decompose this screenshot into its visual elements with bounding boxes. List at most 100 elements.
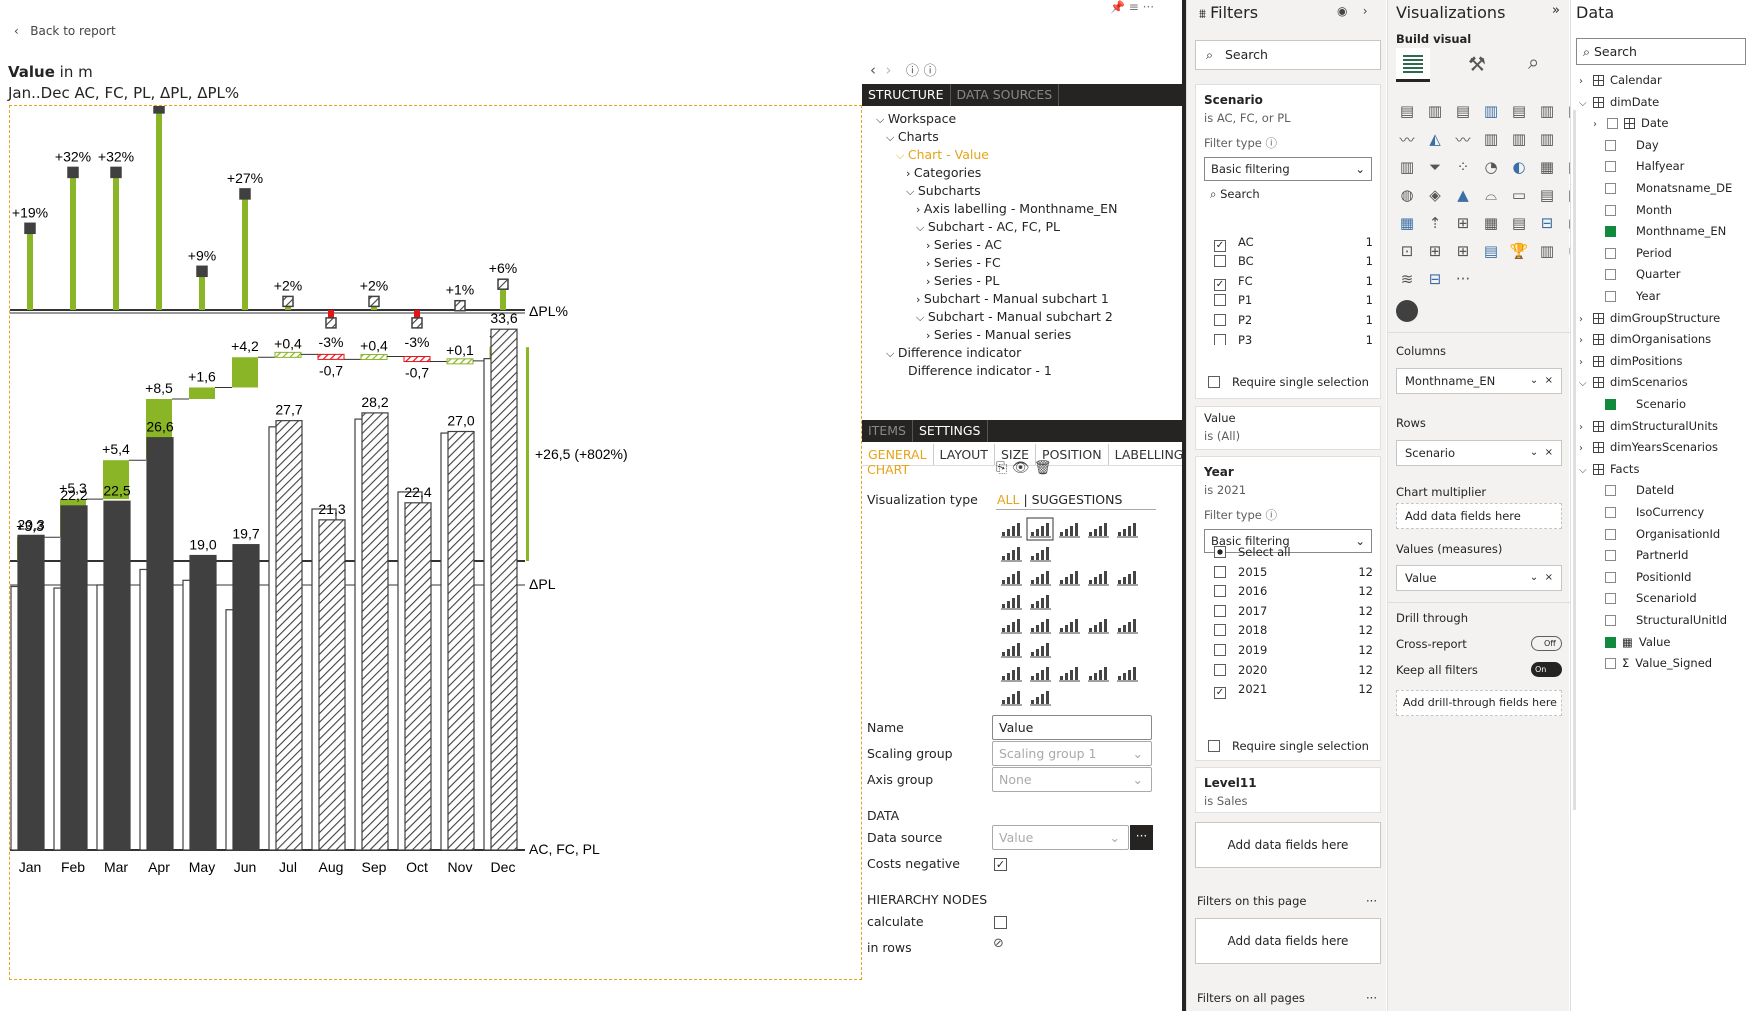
visual-type-icon[interactable]: ⊞ <box>1456 214 1470 232</box>
forward-arrow-icon[interactable]: › <box>885 61 892 79</box>
field-item[interactable]: DateId <box>1605 483 1674 497</box>
visual-type-icon[interactable]: ◍ <box>1400 186 1414 204</box>
chevron-right-icon[interactable]: › <box>926 275 934 288</box>
drill-through-well[interactable]: Add drill-through fields here <box>1396 690 1562 716</box>
chart-canvas[interactable]: +19%+32%+32%+47%+9%+27%+2%-3%+2%-3%+1%+6… <box>9 105 862 980</box>
back-arrow-icon[interactable]: ‹ <box>870 61 876 79</box>
checkbox[interactable] <box>1214 314 1226 326</box>
viz-type-gallery[interactable] <box>996 514 1156 714</box>
eye-slash-icon[interactable]: ⊘ <box>993 936 1004 951</box>
chevron-right-icon[interactable]: › <box>926 239 934 252</box>
filter-option[interactable]: 2017 12 <box>1214 604 1379 618</box>
visual-type-icon[interactable]: ◭ <box>1429 130 1441 148</box>
filter-option[interactable]: BC 1 <box>1214 254 1379 268</box>
chevron-right-icon[interactable]: › <box>1579 421 1583 433</box>
visual-type-icon[interactable]: ▲ <box>1457 186 1469 204</box>
checkbox[interactable]: ✓ <box>1214 239 1226 252</box>
visual-type-icon[interactable]: ⊟ <box>1540 214 1554 232</box>
checkbox[interactable] <box>1605 291 1616 302</box>
checkbox[interactable] <box>1605 615 1616 626</box>
checkbox[interactable] <box>1214 585 1226 598</box>
field-item[interactable]: Monatsname_DE <box>1605 181 1732 195</box>
tree-node[interactable]: › Categories <box>906 165 982 180</box>
visual-type-icon[interactable]: ◐ <box>1512 158 1526 176</box>
checkbox[interactable] <box>1214 604 1226 617</box>
filter-option[interactable]: 2015 12 <box>1214 565 1379 579</box>
name-input[interactable]: Value <box>992 715 1152 740</box>
checkbox[interactable] <box>1605 571 1616 583</box>
tab-all[interactable]: ALL <box>997 492 1020 507</box>
tree-node[interactable]: Difference indicator - 1 <box>908 363 1052 378</box>
tab-labelling[interactable]: LABELLING <box>1109 444 1191 465</box>
visual-type-icon[interactable]: ▤ <box>1539 186 1555 204</box>
table-item[interactable]: › Calendar <box>1579 73 1662 87</box>
chevron-right-icon[interactable]: › <box>1579 313 1583 325</box>
tree-node[interactable]: › Series - PL <box>926 273 1000 288</box>
filter-search[interactable]: ⌕ Search <box>1210 187 1260 201</box>
help-icon[interactable]: ⓘ <box>905 64 919 79</box>
visual-type-icon[interactable]: ▥ <box>1539 242 1555 260</box>
tab-items[interactable]: ITEMS <box>862 420 913 442</box>
table-item[interactable]: › Date <box>1593 116 1669 131</box>
checkbox[interactable] <box>1605 485 1616 497</box>
chevron-down-icon[interactable]: ⌵ <box>886 347 898 360</box>
add-page-filter-dropzone[interactable]: Add data fields here <box>1195 918 1381 964</box>
filter-option[interactable]: P2 1 <box>1214 313 1379 327</box>
visual-type-icon[interactable]: ⌓ <box>1485 186 1497 204</box>
tab-settings[interactable]: SETTINGS <box>913 420 988 442</box>
table-item[interactable]: › dimOrganisations <box>1579 332 1712 347</box>
visual-type-icon[interactable]: ▤ <box>1399 102 1415 120</box>
table-item[interactable]: ⌵ Facts <box>1579 461 1640 476</box>
tree-node[interactable]: ⌵ Subchart - Manual subchart 2 <box>916 309 1113 324</box>
tree-node[interactable]: ⌵ Subchart - AC, FC, PL <box>916 219 1060 234</box>
checkbox[interactable] <box>1605 550 1616 562</box>
field-item[interactable]: PositionId <box>1605 570 1691 584</box>
chevron-right-icon[interactable]: › <box>1579 76 1583 87</box>
visual-type-icon[interactable]: ≋ <box>1400 270 1414 288</box>
filter-option[interactable]: P1 1 <box>1214 293 1379 307</box>
filter-option[interactable]: ✓ AC 1 <box>1214 235 1373 252</box>
chevron-right-icon[interactable]: › <box>1579 356 1583 368</box>
chevron-down-icon[interactable]: ⌵ <box>886 131 898 144</box>
header-icons[interactable]: 📌 ≡ ··· <box>1110 0 1155 14</box>
filter-option[interactable]: 2016 12 <box>1214 584 1379 598</box>
more-button[interactable]: ··· <box>1130 825 1153 850</box>
tab-layout[interactable]: LAYOUT <box>934 444 995 465</box>
collapse-icon[interactable]: » <box>1552 3 1560 18</box>
checkbox[interactable] <box>1214 644 1226 656</box>
filter-option[interactable]: ✓ 2021 12 <box>1214 682 1373 700</box>
chevron-right-icon[interactable]: › <box>916 203 924 216</box>
chevron-right-icon[interactable]: › <box>906 167 914 180</box>
tree-node[interactable]: ⌵ Difference indicator <box>886 345 1022 360</box>
visual-type-icon[interactable]: ▤ <box>1511 214 1527 232</box>
field-item[interactable]: Monthname_EN <box>1605 224 1726 238</box>
filter-option[interactable]: P3 1 <box>1214 333 1379 345</box>
filter-option[interactable]: 2018 12 <box>1214 623 1379 637</box>
chevron-down-icon[interactable]: ⌵ <box>896 149 908 162</box>
chevron-down-icon[interactable]: ⌵ <box>876 113 888 126</box>
chevron-right-icon[interactable]: › <box>1579 335 1583 347</box>
tab-data-sources[interactable]: DATA SOURCES <box>951 84 1060 106</box>
checkbox[interactable] <box>1607 118 1618 130</box>
tab-structure[interactable]: STRUCTURE <box>862 84 951 106</box>
checkbox[interactable] <box>1605 636 1616 648</box>
chart-multiplier-well[interactable]: Add data fields here <box>1396 503 1562 529</box>
checkbox[interactable] <box>1214 294 1226 307</box>
scenario-filter-card[interactable]: Scenario is AC, FC, or PL Filter type ⓘ … <box>1195 84 1381 399</box>
field-item[interactable]: OrganisationId <box>1605 527 1720 541</box>
checkbox[interactable] <box>1605 161 1616 173</box>
visual-type-icon[interactable]: ▥ <box>1511 130 1527 148</box>
table-item[interactable]: › dimStructuralUnits <box>1579 418 1719 433</box>
format-visual-icon[interactable]: ⚒ <box>1468 52 1486 76</box>
info-icon[interactable]: ⓘ <box>923 64 937 79</box>
checkbox[interactable] <box>1605 269 1616 281</box>
checkbox[interactable] <box>1214 333 1226 345</box>
visual-type-icon[interactable]: 〰 <box>1399 130 1415 149</box>
data-search-input[interactable]: ⌕ Search <box>1576 38 1746 65</box>
chevron-down-icon[interactable]: ⌵ <box>916 311 928 324</box>
tree-node[interactable]: ⌵ Chart - Value <box>896 147 989 162</box>
chevron-down-icon[interactable]: ⌵ <box>1579 378 1587 390</box>
tab-suggestions[interactable]: SUGGESTIONS <box>1031 492 1123 507</box>
calculate-checkbox[interactable] <box>994 916 1007 929</box>
chevron-right-icon[interactable]: › <box>926 257 934 270</box>
